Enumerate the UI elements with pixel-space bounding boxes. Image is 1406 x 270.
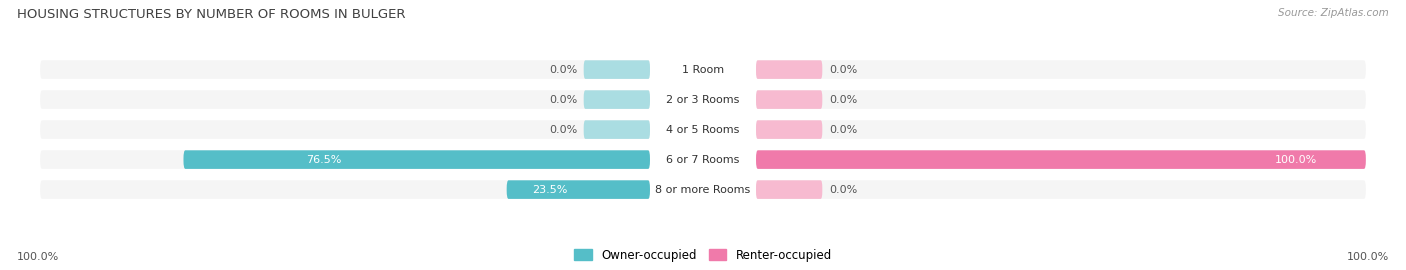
FancyBboxPatch shape — [41, 90, 650, 109]
FancyBboxPatch shape — [756, 60, 823, 79]
Text: 0.0%: 0.0% — [548, 94, 576, 104]
FancyBboxPatch shape — [756, 120, 1365, 139]
FancyBboxPatch shape — [756, 90, 1365, 109]
Text: 4 or 5 Rooms: 4 or 5 Rooms — [666, 124, 740, 135]
Text: 1 Room: 1 Room — [682, 65, 724, 75]
FancyBboxPatch shape — [41, 150, 650, 169]
FancyBboxPatch shape — [756, 150, 1365, 169]
Text: 0.0%: 0.0% — [830, 65, 858, 75]
FancyBboxPatch shape — [756, 180, 1365, 199]
Text: Source: ZipAtlas.com: Source: ZipAtlas.com — [1278, 8, 1389, 18]
FancyBboxPatch shape — [41, 60, 650, 79]
Legend: Owner-occupied, Renter-occupied: Owner-occupied, Renter-occupied — [569, 244, 837, 266]
Text: 100.0%: 100.0% — [17, 252, 59, 262]
Text: 100.0%: 100.0% — [1347, 252, 1389, 262]
Text: 8 or more Rooms: 8 or more Rooms — [655, 185, 751, 195]
Text: 0.0%: 0.0% — [830, 124, 858, 135]
FancyBboxPatch shape — [583, 120, 650, 139]
Text: 23.5%: 23.5% — [531, 185, 568, 195]
Text: 0.0%: 0.0% — [830, 94, 858, 104]
FancyBboxPatch shape — [583, 90, 650, 109]
FancyBboxPatch shape — [41, 180, 650, 199]
Text: 0.0%: 0.0% — [830, 185, 858, 195]
Text: 0.0%: 0.0% — [548, 124, 576, 135]
FancyBboxPatch shape — [583, 60, 650, 79]
Text: 2 or 3 Rooms: 2 or 3 Rooms — [666, 94, 740, 104]
FancyBboxPatch shape — [41, 120, 650, 139]
Text: 76.5%: 76.5% — [305, 155, 342, 165]
FancyBboxPatch shape — [756, 120, 823, 139]
FancyBboxPatch shape — [506, 180, 650, 199]
Text: 6 or 7 Rooms: 6 or 7 Rooms — [666, 155, 740, 165]
Text: HOUSING STRUCTURES BY NUMBER OF ROOMS IN BULGER: HOUSING STRUCTURES BY NUMBER OF ROOMS IN… — [17, 8, 405, 21]
FancyBboxPatch shape — [756, 60, 1365, 79]
FancyBboxPatch shape — [756, 180, 823, 199]
FancyBboxPatch shape — [756, 90, 823, 109]
FancyBboxPatch shape — [183, 150, 650, 169]
Text: 100.0%: 100.0% — [1275, 155, 1317, 165]
Text: 0.0%: 0.0% — [548, 65, 576, 75]
FancyBboxPatch shape — [756, 150, 1365, 169]
